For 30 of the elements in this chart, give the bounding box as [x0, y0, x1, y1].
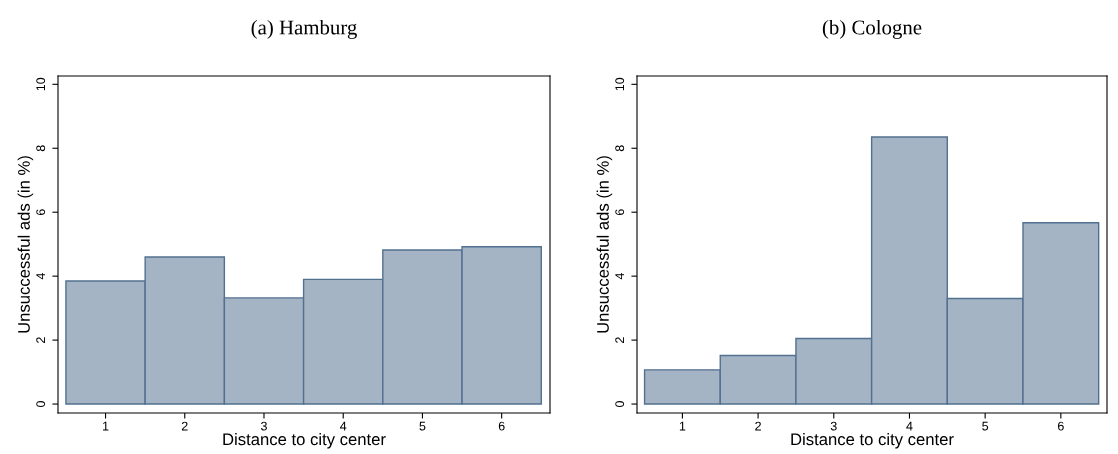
x-tick-label: 5 — [982, 421, 989, 431]
y-tick-label: 10 — [36, 77, 46, 91]
y-axis-title: Unsuccessful ads (in %) — [17, 156, 34, 333]
x-tick-label: 6 — [1057, 421, 1064, 431]
chart-title: (b) Cologne — [822, 19, 922, 39]
y-tick-label: 6 — [36, 209, 46, 216]
x-tick-label: 3 — [830, 421, 837, 431]
chart-title: (a) Hamburg — [251, 19, 357, 39]
x-tick-label: 6 — [498, 421, 505, 431]
y-tick-label: 4 — [36, 273, 45, 280]
x-tick-label: 2 — [755, 421, 761, 431]
y-tick-label: 4 — [615, 273, 624, 280]
y-axis-title: Unsuccessful ads (in %) — [596, 156, 613, 333]
x-axis-title: Distance to city center — [223, 432, 386, 449]
y-tick-label: 8 — [615, 145, 625, 152]
y-tick-label: 0 — [615, 401, 625, 408]
y-tick-label: 2 — [36, 337, 45, 343]
y-tick-label: 2 — [615, 337, 624, 343]
x-tick-label: 2 — [181, 421, 188, 431]
x-tick-label: 1 — [679, 421, 686, 431]
x-tick-label: 3 — [260, 421, 267, 431]
x-tick-label: 5 — [419, 421, 426, 431]
x-tick-label: 4 — [340, 421, 347, 431]
x-axis-title: Distance to city center — [791, 432, 954, 449]
y-tick-label: 6 — [615, 209, 625, 216]
x-tick-label: 1 — [103, 421, 109, 431]
y-tick-label: 8 — [36, 145, 46, 152]
x-tick-label: 4 — [906, 421, 913, 431]
y-tick-label: 10 — [615, 77, 625, 91]
y-tick-label: 0 — [36, 401, 46, 408]
